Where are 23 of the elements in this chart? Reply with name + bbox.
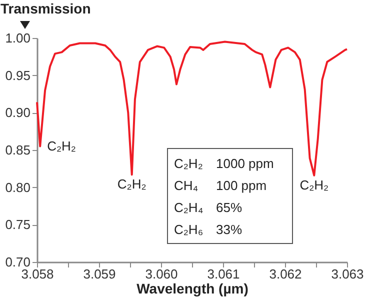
- x-tick-label: 3.062: [269, 266, 302, 282]
- annotation: C₂H₂: [117, 176, 146, 192]
- y-tick-label: 0.85: [5, 142, 30, 158]
- y-tick-label: 0.90: [5, 105, 30, 120]
- x-axis-title: Wavelength (µm): [136, 280, 248, 296]
- annotation: C₂H₂: [47, 138, 76, 154]
- line-series: [36, 40, 348, 176]
- y-tick-label: 0.70: [5, 254, 30, 270]
- x-tick-label: 3.060: [145, 266, 178, 282]
- x-tick-label: 3.061: [207, 266, 240, 282]
- x-tick-label: 3.058: [21, 266, 54, 282]
- annotation: C₂H₂ 1000 ppm: [174, 156, 274, 170]
- annotation: C₂H₄ 65%: [174, 200, 242, 214]
- x-tick-label: 3.063: [331, 266, 364, 282]
- y-tick-label: 1.00: [5, 30, 30, 46]
- annotation: C₂H₂: [300, 177, 329, 192]
- y-tick-label: 0.75: [5, 217, 30, 232]
- text-box: C₂H₂ 1000 ppm CH₄ 100 ppm C₂H₄ 65% C₂H₆ 33%: [167, 148, 293, 244]
- y-axis-title: Transmission: [0, 0, 91, 16]
- y-tick-label: 0.80: [5, 180, 30, 195]
- annotation: C₂H₆ 33%: [174, 222, 242, 236]
- x-tick-label: 3.059: [83, 266, 116, 282]
- y-tick-label: 0.95: [5, 68, 30, 83]
